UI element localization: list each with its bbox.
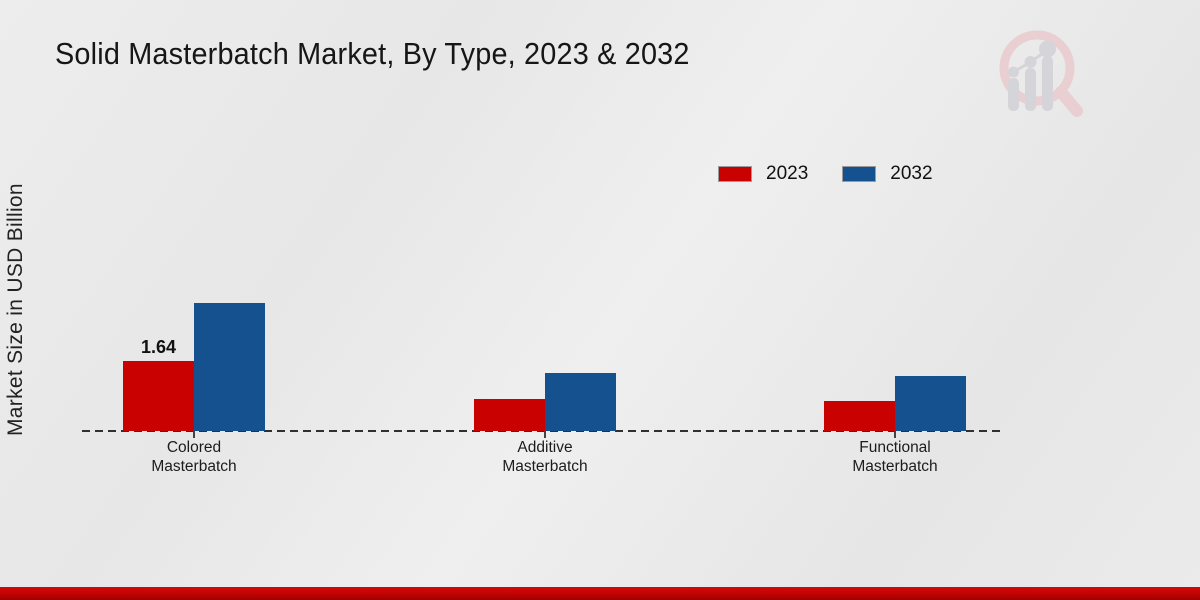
x-axis-tick (544, 431, 546, 438)
bar-value-label: 1.64 (140, 337, 177, 357)
bar-2032-colored-masterbatch (194, 303, 265, 431)
category-label-functional-masterbatch: Functional Masterbatch (852, 439, 938, 475)
legend-item-2023: 2023 (718, 163, 808, 185)
x-axis-dashed-baseline (82, 430, 1005, 432)
logo-dot-icon (1039, 40, 1056, 58)
bar-2032-functional-masterbatch (895, 376, 966, 431)
magnifier-circle-icon (999, 30, 1075, 106)
category-label-colored-masterbatch: Colored Masterbatch (151, 439, 237, 475)
legend-swatch-2023 (718, 166, 752, 182)
legend-item-2032: 2032 (842, 163, 933, 185)
logo-bar-icon (1025, 68, 1036, 111)
logo-bar-icon (1008, 78, 1019, 111)
bar-2023-colored-masterbatch (123, 361, 194, 431)
brand-watermark-logo (999, 30, 1083, 117)
legend-swatch-2032 (842, 166, 877, 182)
logo-dot-icon (1024, 56, 1037, 68)
category-label-additive-masterbatch: Additive Masterbatch (502, 439, 588, 475)
bar-2023-additive-masterbatch (474, 399, 545, 431)
page-title: Solid Masterbatch Market, By Type, 2023 … (55, 36, 690, 71)
legend-label-2023: 2023 (766, 163, 809, 184)
logo-dot-icon (1008, 66, 1019, 78)
bar-2032-additive-masterbatch (545, 373, 616, 431)
legend-label-2032: 2032 (890, 163, 933, 184)
magnifier-handle-icon (1055, 86, 1083, 117)
bottom-accent-band (0, 587, 1200, 600)
logo-bar-icon (1042, 56, 1053, 111)
chart-legend: 2023 2032 (718, 163, 933, 185)
x-axis-tick (894, 431, 896, 438)
x-axis-tick (193, 431, 195, 438)
bar-2023-functional-masterbatch (824, 401, 895, 431)
